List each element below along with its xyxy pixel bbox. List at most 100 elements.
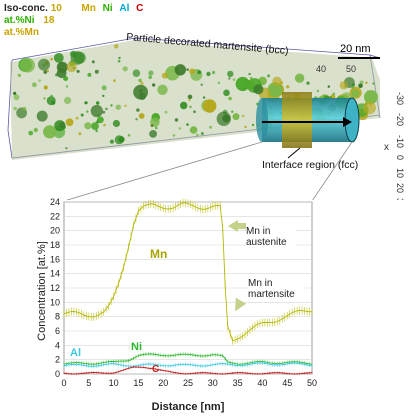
atom-probe-reconstruction: 20 nm Particle decorated martensite (bcc…	[7, 31, 405, 200]
particle	[84, 122, 92, 130]
x-tick-label: 15	[133, 378, 143, 388]
particle	[117, 59, 121, 63]
particle	[17, 73, 21, 77]
particle	[66, 61, 77, 73]
right-axis-tick: 30	[395, 198, 405, 200]
particle	[222, 114, 231, 123]
legend-c: C	[136, 3, 144, 14]
particle	[96, 101, 100, 105]
particle	[122, 66, 128, 72]
top-axis-tick-50: 50	[346, 64, 356, 74]
particle	[189, 68, 195, 75]
x-tick-label: 30	[208, 378, 218, 388]
particle	[186, 123, 189, 126]
series-line-al	[63, 362, 313, 367]
particle	[135, 118, 138, 121]
series-label-ni: Ni	[131, 341, 142, 353]
particle	[13, 91, 17, 95]
x-tick-label: 50	[307, 378, 317, 388]
y-tick-label: 10	[50, 297, 60, 307]
particle	[110, 104, 113, 107]
particle	[327, 85, 330, 88]
particle	[272, 76, 282, 87]
particle	[363, 101, 376, 115]
particle	[196, 133, 199, 137]
top-axis-tick-40: 40	[316, 64, 326, 74]
particle	[46, 96, 56, 106]
particle	[161, 72, 168, 79]
legend-ni: Ni	[102, 3, 113, 14]
particle	[150, 124, 154, 128]
profile-arrow	[262, 117, 352, 127]
particle	[20, 57, 35, 73]
particle	[253, 84, 264, 95]
particle	[203, 99, 217, 113]
particle	[84, 101, 88, 105]
particle	[180, 101, 188, 110]
iso-legend-line-1: Iso-conc. 10 Mn Ni Al C	[4, 3, 143, 15]
particle	[149, 130, 158, 138]
particle	[188, 98, 191, 102]
particle	[22, 106, 27, 111]
particle	[174, 118, 179, 122]
particle	[13, 106, 17, 111]
y-tick-label: 14	[50, 269, 60, 279]
particle	[114, 135, 124, 145]
x-tick-label: 45	[282, 378, 292, 388]
particle	[351, 85, 355, 89]
particle	[244, 125, 247, 129]
particle	[43, 125, 57, 139]
particle	[316, 89, 320, 93]
legend-al: Al	[119, 3, 130, 14]
right-axis-tick: 0	[395, 155, 405, 160]
particle	[228, 77, 231, 80]
y-tick-label: 12	[50, 283, 60, 293]
particle	[109, 139, 114, 144]
particle	[62, 125, 66, 129]
particle	[212, 70, 216, 75]
particle	[157, 84, 168, 96]
particle	[138, 113, 145, 119]
particle	[43, 85, 48, 90]
particle	[359, 80, 364, 85]
particle	[228, 96, 232, 101]
iso-value-mn: 10	[50, 3, 62, 14]
particle	[148, 75, 152, 80]
particle	[94, 69, 99, 74]
x-tick-label: 35	[233, 378, 243, 388]
y-tick-label: 22	[50, 211, 60, 221]
particle	[76, 69, 80, 73]
particle	[372, 82, 375, 85]
particle	[138, 78, 142, 83]
particle	[43, 70, 48, 74]
interface-pointer	[287, 147, 301, 159]
series-line-ni	[63, 353, 313, 365]
sample-body	[10, 40, 380, 160]
particle	[200, 83, 203, 86]
scale-bar-label: 20 nm	[340, 43, 371, 55]
particle	[148, 70, 154, 76]
y-tick-label: 0	[55, 369, 60, 379]
particle	[365, 81, 368, 85]
right-axis-tick: 20	[395, 183, 405, 193]
callout-arrow-austenite	[228, 220, 246, 232]
particle	[86, 110, 89, 113]
particle	[235, 76, 250, 92]
particle	[46, 69, 49, 73]
y-tick-label: 2	[55, 355, 60, 365]
y-axis-label: Concentration [at.%]	[36, 241, 48, 341]
particle	[248, 72, 251, 76]
particle	[124, 104, 127, 108]
particle	[164, 110, 168, 114]
particle	[56, 68, 67, 79]
particle	[227, 70, 234, 78]
right-axis-tick: 10	[395, 168, 405, 178]
particle	[267, 82, 283, 98]
particle	[112, 119, 120, 128]
particle	[136, 108, 140, 112]
series-line-mn	[63, 202, 312, 342]
series-layer	[63, 198, 313, 376]
particle	[332, 92, 336, 96]
particle	[206, 71, 211, 77]
